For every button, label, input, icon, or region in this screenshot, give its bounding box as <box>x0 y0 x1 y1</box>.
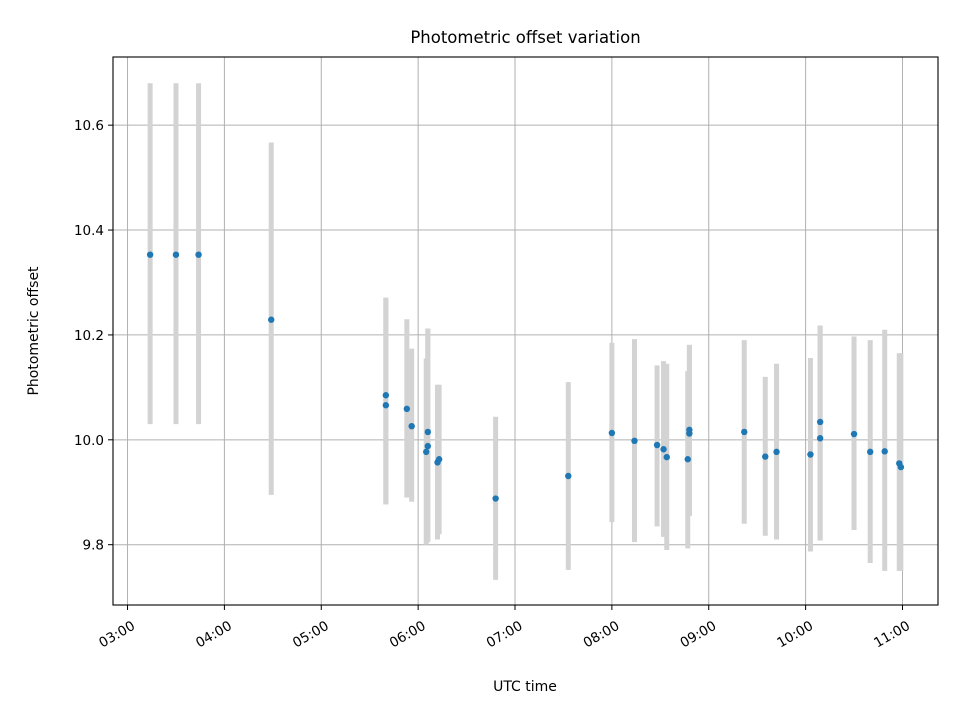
data-point <box>492 495 499 502</box>
data-point <box>663 453 670 461</box>
data-point <box>762 453 769 460</box>
y-tick-label: 10.0 <box>74 433 104 449</box>
data-point <box>403 405 411 413</box>
data-point <box>653 441 661 449</box>
y-axis-title: Photometric offset <box>26 266 42 396</box>
y-tick-label: 10.2 <box>74 328 104 344</box>
data-point <box>382 402 390 409</box>
data-point <box>850 430 858 438</box>
x-tick-label: 03:00 <box>96 618 138 651</box>
data-point <box>565 472 572 480</box>
x-tick-label: 09:00 <box>677 618 719 651</box>
x-tick-label: 11:00 <box>871 618 913 651</box>
x-tick-label: 05:00 <box>290 618 332 651</box>
y-tick-label: 10.4 <box>74 223 104 239</box>
data-points <box>146 251 905 502</box>
x-tick-label: 06:00 <box>387 618 429 651</box>
data-point <box>268 316 275 323</box>
data-point <box>424 428 432 436</box>
data-point <box>684 456 691 463</box>
data-point <box>816 435 824 442</box>
x-tick-label: 04:00 <box>193 618 235 651</box>
x-tick-label: 10:00 <box>774 618 816 651</box>
x-tick-label: 08:00 <box>581 618 623 651</box>
chart-title: Photometric offset variation <box>410 28 640 47</box>
plot-frame <box>112 56 939 606</box>
data-point <box>608 429 616 437</box>
data-point <box>660 446 667 453</box>
data-point <box>866 448 874 456</box>
data-point <box>435 456 443 463</box>
data-point <box>773 448 780 456</box>
data-point <box>424 442 432 450</box>
plot-background <box>113 57 938 605</box>
data-point <box>631 437 638 445</box>
data-point <box>195 251 202 258</box>
data-point <box>382 392 390 399</box>
data-point <box>897 463 905 471</box>
y-axis-ticks: 9.8 10.0 10.2 10.4 10.6 <box>74 118 113 554</box>
x-tick-label: 07:00 <box>484 618 526 651</box>
data-point <box>807 451 814 458</box>
y-grid <box>113 124 938 546</box>
data-point <box>816 418 824 426</box>
data-point <box>423 448 430 456</box>
data-point <box>686 430 693 437</box>
x-axis-ticks: 03:00 04:00 05:00 06:00 07:00 08:00 09:00 10:00… <box>96 605 913 651</box>
y-tick-label: 9.8 <box>83 538 104 554</box>
data-point <box>408 422 415 430</box>
data-point <box>741 428 748 436</box>
y-tick-label: 10.6 <box>74 118 104 134</box>
data-point <box>881 448 888 455</box>
data-point <box>146 251 154 258</box>
data-point <box>172 251 180 258</box>
x-grid <box>127 57 903 605</box>
x-axis-title: UTC time <box>493 679 557 695</box>
